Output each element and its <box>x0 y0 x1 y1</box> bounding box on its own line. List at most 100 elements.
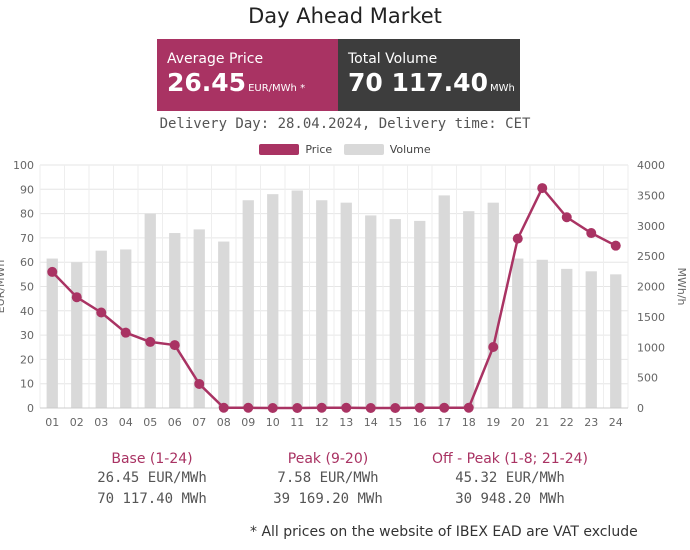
price-point <box>463 402 474 413</box>
stat-offpeak-volume: 30 948.20 MWh <box>455 491 565 507</box>
stat-offpeak: Off - Peak (1-8; 21-24) 45.32 EUR/MWh 30… <box>410 450 610 510</box>
volume-bar <box>585 271 597 408</box>
price-point <box>194 378 205 389</box>
volume-bar <box>610 274 622 408</box>
price-point <box>47 266 58 277</box>
volume-bar <box>463 211 475 408</box>
x-axis-tick-label: 21 <box>535 416 549 429</box>
volume-bar <box>316 200 328 408</box>
stat-peak-heading: Peak (9-20) <box>287 451 369 467</box>
legend-label-volume: Volume <box>389 143 431 156</box>
left-axis-tick-label: 90 <box>20 183 34 196</box>
volume-bar <box>193 229 205 408</box>
left-axis-tick-label: 10 <box>20 378 34 391</box>
price-point <box>488 342 499 353</box>
left-axis-tick-label: 70 <box>20 232 34 245</box>
x-axis-tick-label: 04 <box>119 416 133 429</box>
stat-offpeak-price: 45.32 EUR/MWh <box>455 470 565 486</box>
right-axis-tick-label: 1500 <box>637 311 665 324</box>
legend-item-price[interactable]: Price <box>259 143 332 156</box>
x-axis-tick-label: 23 <box>584 416 598 429</box>
chart-legend: Price Volume <box>0 143 690 158</box>
right-axis-tick-label: 1000 <box>637 341 665 354</box>
right-axis-tick-label: 3500 <box>637 189 665 202</box>
price-point <box>316 402 327 413</box>
volume-bar <box>365 215 377 408</box>
legend-swatch-volume <box>343 144 384 155</box>
price-point <box>439 402 450 413</box>
price-point <box>243 402 254 413</box>
x-axis-tick-label: 02 <box>70 416 84 429</box>
x-axis-tick-label: 14 <box>364 416 378 429</box>
left-axis-tick-label: 100 <box>13 159 34 172</box>
total-volume-value-line: 70 117.40 MWh <box>348 69 515 103</box>
price-point <box>586 228 597 239</box>
right-axis-tick-label: 2500 <box>637 250 665 263</box>
legend-item-volume[interactable]: Volume <box>343 143 431 156</box>
x-axis-tick-label: 12 <box>315 416 329 429</box>
volume-bar <box>267 194 279 408</box>
right-axis-label: MWh/h <box>675 267 688 305</box>
x-axis-tick-label: 16 <box>413 416 427 429</box>
volume-bar <box>561 268 573 408</box>
right-axis-tick-label: 2000 <box>637 281 665 294</box>
price-point <box>267 403 278 413</box>
volume-bar <box>242 200 254 408</box>
x-axis-tick-label: 17 <box>437 416 451 429</box>
volume-bar <box>487 202 499 408</box>
x-axis-tick-label: 09 <box>241 416 255 429</box>
stat-offpeak-heading: Off - Peak (1-8; 21-24) <box>432 451 588 467</box>
price-volume-chart: 0102030405060708090100050010001500200025… <box>0 159 688 429</box>
left-axis-tick-label: 0 <box>27 402 34 415</box>
stat-base: Base (1-24) 26.45 EUR/MWh 70 117.40 MWh <box>52 450 252 510</box>
page-title: Day Ahead Market <box>248 4 442 28</box>
volume-bar <box>71 262 83 408</box>
volume-bar <box>144 213 156 408</box>
stat-base-heading: Base (1-24) <box>111 451 193 467</box>
x-axis-tick-label: 08 <box>217 416 231 429</box>
legend-swatch-price <box>259 144 300 155</box>
price-point <box>145 336 156 347</box>
x-axis-tick-label: 01 <box>45 416 59 429</box>
right-axis-tick-label: 4000 <box>637 159 665 172</box>
x-axis-tick-label: 18 <box>462 416 476 429</box>
x-axis-tick-label: 05 <box>143 416 157 429</box>
stat-base-price: 26.45 EUR/MWh <box>97 470 207 486</box>
left-axis-tick-label: 50 <box>20 281 34 294</box>
price-point <box>120 327 131 338</box>
price-point <box>610 240 621 251</box>
left-axis-tick-label: 40 <box>20 305 34 318</box>
left-axis-tick-label: 60 <box>20 256 34 269</box>
right-axis-tick-label: 0 <box>637 402 644 415</box>
right-axis-tick-label: 500 <box>637 372 658 385</box>
stat-peak-volume: 39 169.20 MWh <box>273 491 383 507</box>
volume-bar <box>414 220 426 408</box>
price-point <box>512 233 523 244</box>
volume-bar <box>46 258 58 408</box>
average-price-value-line: 26.45 EUR/MWh * <box>167 69 328 103</box>
total-volume-label: Total Volume <box>348 51 438 67</box>
volume-bar <box>291 190 303 408</box>
x-axis-tick-label: 07 <box>192 416 206 429</box>
volume-bar <box>169 233 181 408</box>
price-point <box>218 402 229 413</box>
price-point <box>414 402 425 413</box>
price-point <box>292 403 303 413</box>
left-axis-tick-label: 20 <box>20 353 34 366</box>
total-volume-unit: MWh <box>489 83 515 94</box>
left-axis-label: EUR/MWh <box>0 260 7 314</box>
x-axis-tick-label: 06 <box>168 416 182 429</box>
price-point <box>537 183 548 194</box>
right-axis-tick-label: 3000 <box>637 220 665 233</box>
x-axis-tick-label: 03 <box>94 416 108 429</box>
average-price-value: 26.45 <box>167 68 247 97</box>
volume-bar <box>95 250 107 408</box>
stat-base-volume: 70 117.40 MWh <box>97 491 207 507</box>
price-point <box>561 212 572 223</box>
price-point <box>341 402 352 413</box>
average-price-unit: EUR/MWh * <box>248 83 306 94</box>
price-point <box>390 403 401 413</box>
x-axis-tick-label: 20 <box>511 416 525 429</box>
volume-bar <box>512 258 524 408</box>
price-point <box>96 307 107 318</box>
